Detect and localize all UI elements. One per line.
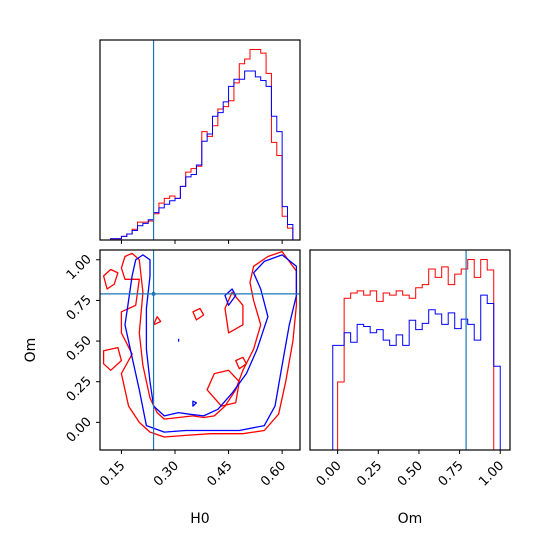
- h0-histogram-plot-area: [100, 40, 299, 240]
- h0-om-contour-plot-area: [100, 250, 300, 450]
- om-histogram-series-blue-step: [310, 294, 510, 450]
- om-histogram-xtick-label: 1.00: [476, 458, 507, 489]
- h0-om-contour-frame: [99, 249, 301, 451]
- h0-histogram-series-blue-step: [100, 70, 299, 240]
- h0-om-xtick-label: 0.15: [97, 458, 128, 489]
- h0-histogram-series-red-step: [100, 49, 299, 240]
- h0-histogram-x-ticks: [120, 240, 283, 244]
- om-histogram-xtick-label: 0.75: [436, 458, 467, 489]
- contour-red-level-7: [152, 316, 162, 326]
- om-histogram-panel: 0.00 0.25 0.50 0.75 1.00 Om: [309, 249, 511, 527]
- contour-red-level-4: [224, 291, 244, 334]
- contour-blue-level-2: [192, 400, 198, 407]
- h0-om-contour-panel: 0.15 0.30 0.45 0.60 0.00 0.25 0.50 0.75 1.00 H0…: [23, 249, 301, 527]
- om-axis-label-x: Om: [398, 511, 423, 527]
- h0-histogram-panel: [99, 39, 301, 244]
- contour-blue-level-1: [224, 288, 237, 306]
- om-histogram-series-red-step: [310, 259, 510, 450]
- contour-red-level-2: [102, 346, 123, 371]
- om-histogram-frame: [309, 249, 511, 451]
- om-histogram-plot-area: [310, 250, 510, 450]
- contour-red-level-0: [120, 250, 298, 438]
- h0-om-ytick-label: 0.00: [64, 415, 95, 446]
- h0-om-ytick-label: 0.75: [64, 293, 95, 324]
- h0-om-x-ticks: 0.15 0.30 0.45 0.60: [97, 450, 289, 490]
- om-histogram-x-ticks: 0.00 0.25 0.50 0.75 1.00: [314, 450, 507, 490]
- om-histogram-xtick-label: 0.50: [395, 458, 426, 489]
- h0-axis-label: H0: [190, 511, 209, 527]
- contour-blue-level-0: [124, 254, 298, 433]
- contour-truth-point: [151, 291, 156, 296]
- contour-red-level-1: [102, 268, 119, 290]
- contour-red-level-6: [192, 307, 205, 321]
- contour-red-level-5: [235, 356, 248, 370]
- om-axis-label-y: Om: [23, 338, 39, 363]
- h0-om-ytick-label: 1.00: [64, 252, 95, 283]
- h0-om-ytick-label: 0.50: [64, 333, 95, 364]
- contour-red-level-3: [206, 369, 240, 407]
- h0-om-xtick-label: 0.30: [151, 458, 182, 489]
- h0-om-y-ticks: 0.00 0.25 0.50 0.75 1.00: [64, 252, 100, 446]
- h0-om-ytick-label: 0.25: [64, 374, 95, 405]
- h0-om-xtick-label: 0.60: [258, 458, 289, 489]
- h0-histogram-frame: [99, 39, 301, 241]
- om-histogram-xtick-label: 0.00: [314, 458, 345, 489]
- om-histogram-xtick-label: 0.25: [354, 458, 385, 489]
- h0-om-xtick-label: 0.45: [205, 458, 236, 489]
